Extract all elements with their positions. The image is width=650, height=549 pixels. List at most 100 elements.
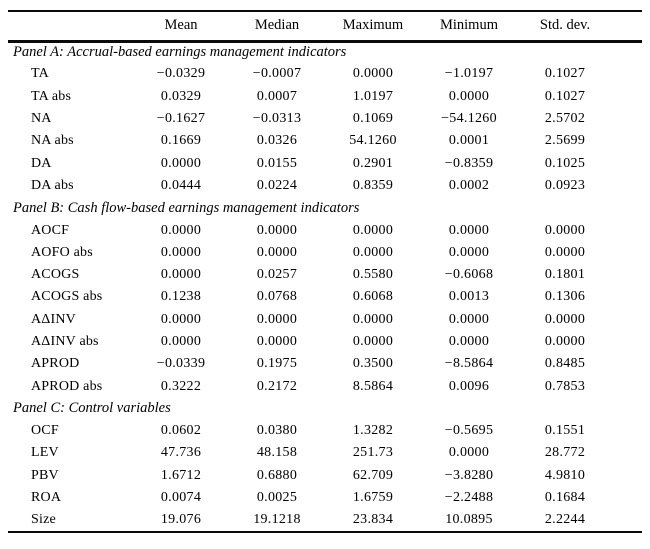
spacer-cell [613, 309, 642, 331]
cell-value: 0.0074 [160, 490, 202, 506]
cell-value: 0.0000 [544, 311, 586, 327]
cell-value: 0.1306 [544, 289, 586, 305]
cell-value: 0.1027 [544, 66, 586, 82]
spacer-cell [613, 86, 642, 108]
table-row: AΔINV abs 0.0000 0.0000 0.0000 0.0000 0.0000 [8, 331, 642, 353]
cell-value: 0.0013 [448, 289, 490, 305]
table-row: ACOGS 0.0000 0.0257 0.5580 −0.6068 0.1801 [8, 264, 642, 286]
cell-value: 0.0000 [256, 222, 298, 238]
column-header-median: Median [254, 17, 300, 34]
row-label: APROD abs [31, 378, 103, 394]
cell-value: 0.0007 [256, 88, 298, 104]
cell-value: −1.0197 [444, 66, 494, 82]
column-header-stddev: Std. dev. [539, 17, 591, 34]
row-label: ROA [31, 490, 62, 506]
cell-value: 47.736 [160, 445, 202, 461]
row-label: AOFO abs [31, 244, 93, 260]
table-row: ROA 0.0074 0.0025 1.6759 −2.2488 0.1684 [8, 487, 642, 509]
cell-value: 0.0000 [160, 155, 202, 171]
panel-title: Panel C: Control variables [13, 400, 171, 417]
cell-value: 0.0155 [256, 155, 298, 171]
cell-value: 0.0923 [544, 177, 586, 193]
spacer-cell [613, 286, 642, 308]
cell-value: 0.6068 [352, 289, 394, 305]
table-row: DA 0.0000 0.0155 0.2901 −0.8359 0.1025 [8, 152, 642, 174]
cell-value: 0.0768 [256, 289, 298, 305]
cell-value: 0.0000 [544, 222, 586, 238]
cell-value: 0.0000 [448, 311, 490, 327]
cell-value: 0.8485 [544, 356, 586, 372]
cell-value: −0.8359 [444, 155, 494, 171]
cell-value: 0.1669 [160, 133, 202, 149]
cell-value: 0.0380 [256, 423, 298, 439]
row-label: APROD [31, 356, 80, 372]
cell-value: 0.0000 [160, 311, 202, 327]
cell-value: 19.1218 [253, 511, 301, 527]
cell-value: 0.1025 [544, 155, 586, 171]
row-label: DA [31, 155, 52, 171]
cell-value: 0.0000 [256, 334, 298, 349]
cell-value: 0.1238 [160, 289, 202, 305]
cell-value: −2.2488 [444, 490, 494, 506]
spacer-cell [613, 509, 642, 531]
panel-header-row: Panel B: Cash flow-based earnings manage… [8, 197, 642, 219]
row-label: ACOGS [31, 267, 80, 283]
table-row: OCF 0.0602 0.0380 1.3282 −0.5695 0.1551 [8, 420, 642, 442]
cell-value: 0.0000 [448, 244, 490, 260]
table-row: APROD −0.0339 0.1975 0.3500 −8.5864 0.8485 [8, 353, 642, 375]
cell-value: −0.0313 [252, 111, 302, 127]
cell-value: 8.5864 [352, 378, 394, 394]
cell-value: 0.1801 [544, 267, 586, 283]
panel-title: Panel B: Cash flow-based earnings manage… [13, 199, 360, 216]
cell-value: 0.0096 [448, 378, 490, 394]
cell-value: −54.1260 [441, 111, 497, 127]
cell-value: 0.0000 [352, 66, 394, 82]
cell-value: 0.1975 [256, 356, 298, 372]
statistics-table-container: Mean Median Maximum Minimum Std. dev. Pa… [8, 10, 642, 533]
cell-value: −8.5864 [444, 356, 494, 372]
column-header-maximum: Maximum [342, 17, 404, 34]
cell-value: 0.0000 [352, 244, 394, 260]
cell-value: 28.772 [544, 445, 586, 461]
spacer-cell [613, 130, 642, 152]
cell-value: −0.5695 [444, 423, 494, 439]
row-label: TA abs [31, 88, 72, 104]
cell-value: 1.0197 [352, 88, 394, 104]
cell-value: 0.0000 [448, 445, 490, 461]
panel-header-row: Panel C: Control variables [8, 398, 642, 420]
cell-value: 1.6712 [160, 467, 202, 483]
cell-value: 2.5699 [544, 133, 586, 149]
spacer-cell [613, 242, 642, 264]
cell-value: 0.0000 [256, 244, 298, 260]
cell-value: −0.6068 [444, 267, 494, 283]
cell-value: 4.9810 [544, 467, 586, 483]
cell-value: 48.158 [256, 445, 298, 461]
table-row: AOFO abs 0.0000 0.0000 0.0000 0.0000 0.0000 [8, 242, 642, 264]
cell-value: 0.0000 [352, 334, 394, 349]
cell-value: 0.0000 [352, 311, 394, 327]
table-row: NA −0.1627 −0.0313 0.1069 −54.1260 2.5702 [8, 108, 642, 130]
cell-value: 251.73 [352, 445, 394, 461]
cell-value: 0.0000 [352, 222, 394, 238]
cell-value: 0.1551 [544, 423, 586, 439]
table-row: APROD abs 0.3222 0.2172 8.5864 0.0096 0.7853 [8, 375, 642, 397]
row-label: DA abs [31, 177, 74, 193]
cell-value: 0.5580 [352, 267, 394, 283]
cell-value: 0.1069 [352, 111, 394, 127]
cell-value: 0.0000 [544, 334, 586, 349]
spacer-cell [613, 175, 642, 197]
cell-value: 23.834 [352, 511, 394, 527]
cell-value: 0.0025 [256, 490, 298, 506]
cell-value: 0.0444 [160, 177, 202, 193]
cell-value: 1.3282 [352, 423, 394, 439]
panel-header-row: Panel A: Accrual-based earnings manageme… [8, 41, 642, 63]
cell-value: 62.709 [352, 467, 394, 483]
cell-value: 0.0602 [160, 423, 202, 439]
cell-value: 19.076 [160, 511, 202, 527]
cell-value: 0.3500 [352, 356, 394, 372]
spacer-cell [613, 11, 642, 41]
cell-value: 2.2244 [544, 511, 586, 527]
spacer-cell [613, 420, 642, 442]
cell-value: −0.0329 [156, 66, 206, 82]
table-row: LEV 47.736 48.158 251.73 0.0000 28.772 [8, 442, 642, 464]
